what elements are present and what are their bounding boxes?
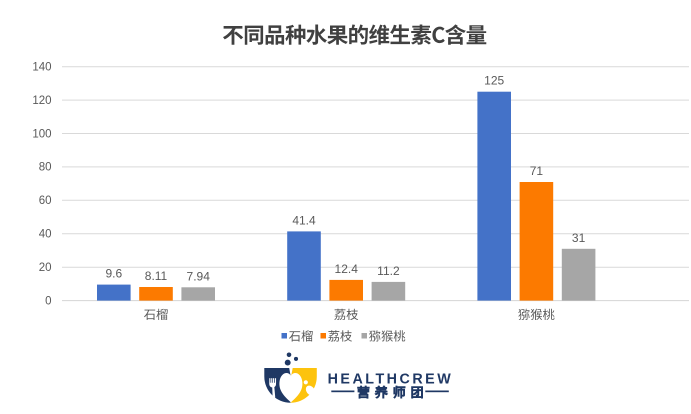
svg-text:120: 120 — [32, 95, 51, 107]
svg-text:9.6: 9.6 — [105, 267, 122, 281]
svg-text:11.2: 11.2 — [377, 264, 400, 278]
svg-text:100: 100 — [32, 128, 51, 140]
svg-text:80: 80 — [39, 162, 52, 174]
svg-text:71: 71 — [530, 164, 544, 178]
svg-text:0: 0 — [45, 295, 51, 307]
svg-text:HEALTHCREW: HEALTHCREW — [328, 372, 454, 388]
svg-text:125: 125 — [484, 74, 504, 88]
svg-text:40: 40 — [39, 229, 52, 241]
svg-text:12.4: 12.4 — [335, 262, 359, 276]
svg-text:20: 20 — [39, 262, 52, 274]
svg-text:7.94: 7.94 — [187, 269, 211, 283]
svg-text:41.4: 41.4 — [292, 213, 316, 227]
svg-text:140: 140 — [32, 62, 51, 74]
svg-text:8.11: 8.11 — [145, 269, 168, 283]
svg-text:31: 31 — [572, 231, 586, 245]
svg-text:60: 60 — [39, 195, 52, 207]
